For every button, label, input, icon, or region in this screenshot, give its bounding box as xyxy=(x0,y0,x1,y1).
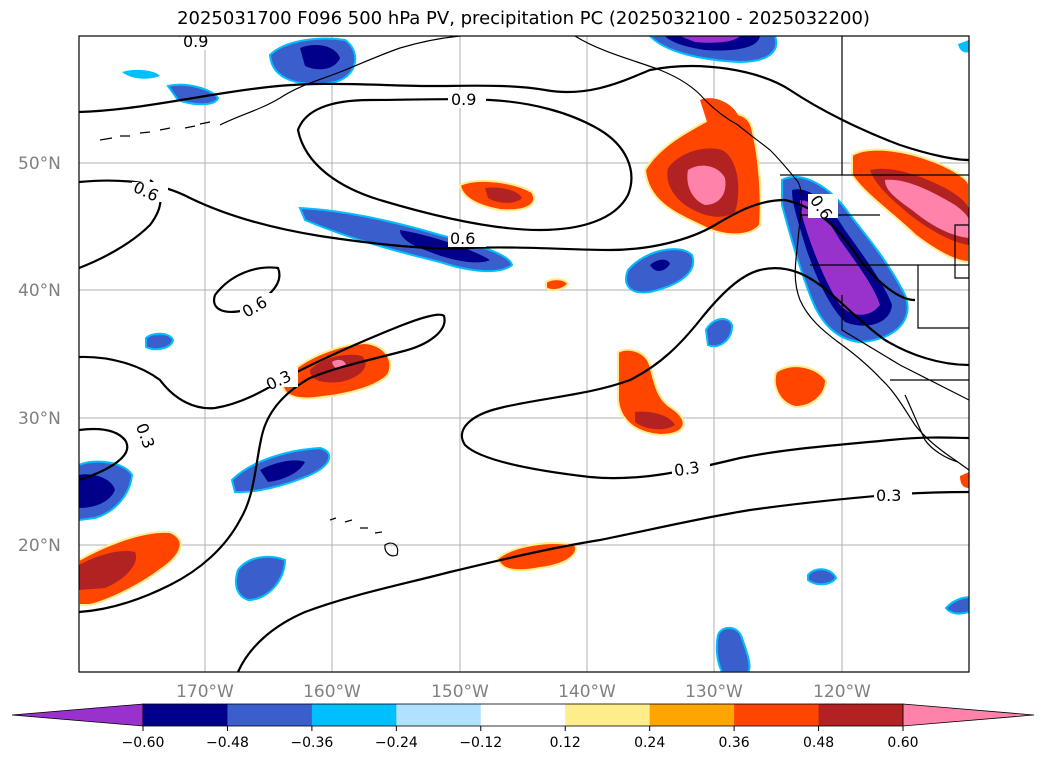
precip-area-south-west xyxy=(234,555,287,602)
colorbar-tick-label: 0.36 xyxy=(719,735,750,751)
coastlines xyxy=(99,36,969,557)
precip-area-e-edge xyxy=(960,472,969,488)
contour-label: 0.9 xyxy=(451,90,476,109)
colorbar-segment xyxy=(311,704,397,726)
precip-area-center-core xyxy=(650,259,670,271)
precip-area-aleutian-core xyxy=(300,45,340,70)
baja-peninsula xyxy=(904,394,959,463)
colorbar-segment xyxy=(396,704,482,726)
precip-area-ca-offshore xyxy=(704,318,734,348)
lat-label: 20°N xyxy=(18,536,61,556)
state-borders xyxy=(800,36,969,401)
lon-label: 140°W xyxy=(558,682,616,702)
precip-area-interior-peak xyxy=(885,179,969,238)
precip-area-california-peak xyxy=(800,200,880,315)
pv-contour-0.3-south xyxy=(236,490,969,672)
precip-area-bc-north xyxy=(700,98,738,131)
map-plot-area: 0.9 0.9 0.6 0.6 0.6 0.6 0.3 0.3 0.3 0.3 xyxy=(79,32,969,672)
colorbar-tick-label: −0.36 xyxy=(290,735,333,751)
precip-area-tiny xyxy=(545,278,570,292)
colorbar-segment xyxy=(734,704,820,726)
precip-area-south-bottom xyxy=(715,626,751,672)
colorbar-tick-label: −0.60 xyxy=(122,735,165,751)
pv-contour-0.3-east xyxy=(460,267,969,480)
precip-area-south-mid xyxy=(496,542,577,572)
lon-label: 120°W xyxy=(813,682,871,702)
hawaii-islands xyxy=(329,517,399,557)
alaska-coast xyxy=(219,36,461,126)
colorbar: −0.60 −0.48 −0.36 −0.24 −0.12 0.12 0.24 0.36 0.4… xyxy=(11,703,1035,751)
latitude-labels: 50°N 40°N 30°N 20°N xyxy=(18,154,61,556)
contour-label: 0.3 xyxy=(876,486,901,505)
longitude-labels: 170°W 160°W 150°W 140°W 130°W 120°W xyxy=(176,682,871,702)
precip-area-band-mid-core xyxy=(400,230,490,263)
pv-contour-0.6-north xyxy=(79,179,916,302)
lon-label: 160°W xyxy=(303,682,361,702)
precip-area-small-west xyxy=(145,332,175,351)
pv-contour-0.3-west-lower xyxy=(79,427,129,482)
colorbar-segment xyxy=(565,704,651,726)
colorbar-segment xyxy=(649,704,735,726)
precip-area-baja-offshore xyxy=(773,365,828,409)
lat-label: 40°N xyxy=(18,281,61,301)
map-title: 2025031700 F096 500 hPa PV, precipitatio… xyxy=(177,8,870,29)
precip-area-mid-north-core xyxy=(485,187,522,203)
colorbar-tick-label: −0.48 xyxy=(206,735,249,751)
contour-label: 0.9 xyxy=(183,32,208,51)
map-frame xyxy=(78,35,970,673)
precip-area-bc-coast-peak xyxy=(687,165,726,205)
colorbar-segment xyxy=(143,704,228,726)
precip-area-central-column-core xyxy=(635,411,675,430)
contour-label: 0.3 xyxy=(673,458,701,480)
precip-area-central-column xyxy=(617,348,685,437)
lon-label: 170°W xyxy=(176,682,234,702)
colorbar-extend-high xyxy=(902,703,1035,727)
precip-area-west-edge-core xyxy=(79,474,115,508)
precip-area-south-east xyxy=(807,568,838,586)
precip-area-nw-small xyxy=(122,69,160,79)
precip-area-subtropic-core xyxy=(260,460,305,482)
colorbar-segment xyxy=(480,704,566,726)
precip-area-sw-edge-core xyxy=(79,550,137,590)
aleutian-islands xyxy=(99,121,211,141)
precip-negative-areas xyxy=(79,36,969,672)
north-america-coast xyxy=(574,36,969,471)
colorbar-tick-label: 0.60 xyxy=(887,735,918,751)
lat-label: 50°N xyxy=(18,154,61,174)
precip-area-north-peak xyxy=(680,36,740,43)
lon-label: 130°W xyxy=(685,682,743,702)
pv-contour-0.9-closed xyxy=(296,98,633,232)
pv-contour-0.6-loop xyxy=(212,266,281,313)
colorbar-tick-label: 0.12 xyxy=(550,735,581,751)
colorbar-extend-low xyxy=(11,703,144,727)
colorbar-tick-label: −0.24 xyxy=(375,735,418,751)
precip-area-se-corner xyxy=(944,596,969,615)
colorbar-tick-label: 0.48 xyxy=(803,735,834,751)
colorbar-segment xyxy=(227,704,313,726)
precip-area-ne-corner xyxy=(958,40,969,53)
colorbar-outline xyxy=(142,703,904,727)
lon-label: 150°W xyxy=(431,682,489,702)
lat-label: 30°N xyxy=(18,409,61,429)
pv-contour-0.9-north xyxy=(79,65,969,162)
precip-area-north-core xyxy=(665,36,760,51)
precip-positive-areas xyxy=(79,98,969,606)
colorbar-tick-label: −0.12 xyxy=(459,735,502,751)
colorbar-segment xyxy=(818,704,904,726)
contour-label: 0.6 xyxy=(450,229,475,248)
colorbar-tick-label: 0.24 xyxy=(634,735,665,751)
pv-contour-0.3-mid xyxy=(79,313,446,614)
